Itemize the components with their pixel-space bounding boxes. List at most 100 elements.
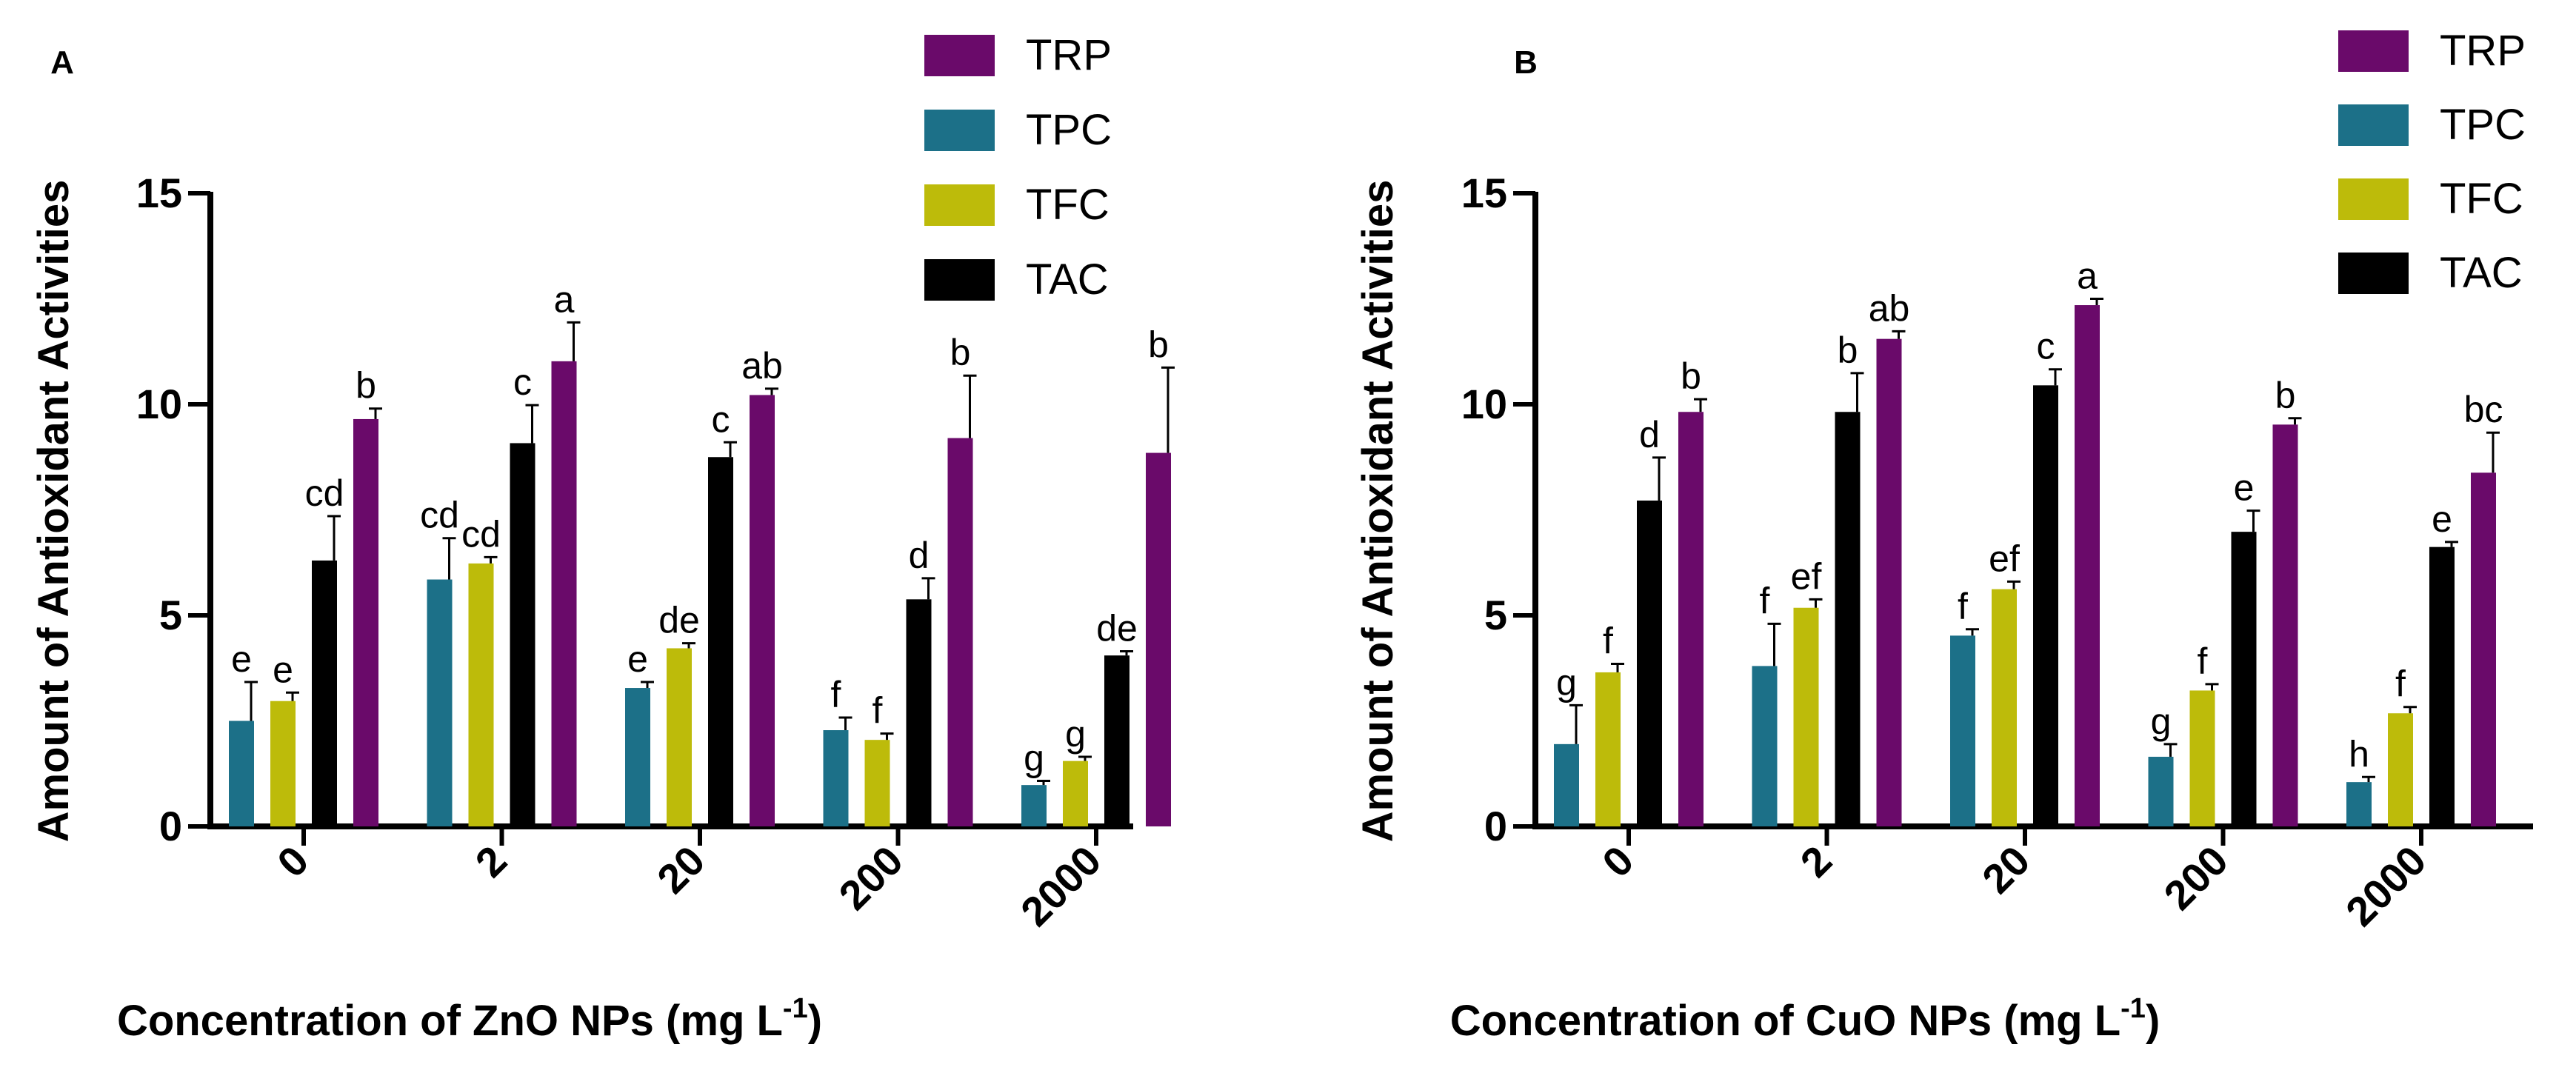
bar-tfc [1793, 607, 1819, 826]
bar-trp [551, 361, 577, 826]
bar-tfc [1992, 589, 2017, 826]
significance-letter: d [909, 535, 930, 576]
bar-tpc [2148, 756, 2174, 826]
significance-letter: e [2234, 467, 2255, 509]
significance-letter: f [2198, 641, 2208, 682]
bar-tfc [864, 740, 890, 826]
y-tick-label: 0 [1484, 803, 1507, 849]
significance-letter: d [1639, 414, 1660, 455]
significance-letter: e [231, 638, 252, 680]
x-tick-label: 2 [1791, 837, 1841, 886]
panel-a: A Amount of Antioxidant Activities Conce… [30, 31, 1175, 1045]
legend-label-tpc: TPC [1026, 106, 1112, 154]
significance-letter: e [2432, 498, 2452, 540]
y-tick-label: 5 [1484, 592, 1507, 638]
bar-trp [1876, 338, 1902, 826]
panel-b-label: B [1514, 44, 1538, 81]
significance-letter: cd [461, 513, 501, 555]
significance-letter: de [1096, 607, 1138, 649]
legend-swatch-tac [2338, 253, 2409, 294]
significance-letter: b [1148, 324, 1169, 365]
significance-letter: cd [420, 495, 459, 536]
bar-tpc [1021, 785, 1047, 826]
significance-letter: ef [1791, 555, 1822, 597]
panel-a-legend: TRP TPC TFC TAC [924, 31, 1112, 304]
y-tick-label: 15 [136, 170, 182, 216]
significance-letter: c [513, 361, 532, 403]
legend-swatch-trp [2338, 30, 2409, 72]
bar-tac [906, 599, 932, 826]
bar-tfc [2189, 690, 2215, 826]
bar-tpc [823, 730, 849, 826]
panel-b-x-axis-title: Concentration of CuO NPs (mg L-1) [1450, 993, 2160, 1045]
x-tick-label: 2 [466, 837, 515, 886]
significance-letter: cd [305, 472, 344, 514]
y-tick-label: 10 [136, 381, 182, 427]
panel-a-y-axis-title: Amount of Antioxidant Activities [30, 180, 78, 843]
bar-tac [510, 443, 535, 826]
significance-letter: e [273, 649, 293, 690]
significance-letter: f [872, 690, 883, 732]
bar-tfc [1595, 672, 1621, 826]
significance-letter: c [2037, 326, 2055, 367]
legend-label-tfc: TFC [2440, 175, 2523, 223]
bar-tpc [427, 579, 453, 826]
significance-letter: e [627, 638, 648, 680]
bar-trp [947, 438, 973, 826]
y-tick-label: 15 [1461, 170, 1507, 216]
bar-trp [1146, 452, 1171, 826]
panel-b-legend: TRP TPC TFC TAC [2338, 27, 2526, 297]
legend-label-trp: TRP [1026, 31, 1112, 79]
legend-swatch-trp [924, 35, 995, 76]
significance-letter: f [1760, 580, 1770, 621]
significance-letter: ab [1869, 287, 1910, 329]
legend-swatch-tpc [2338, 104, 2409, 146]
bar-tac [2429, 546, 2455, 826]
bar-tac [2231, 532, 2257, 826]
significance-letter: b [356, 365, 376, 407]
bar-tac [1104, 655, 1129, 826]
bar-tpc [1752, 666, 1778, 826]
x-tick-label: 2000 [2337, 837, 2435, 935]
bar-trp [353, 418, 378, 826]
x-tick-label: 200 [830, 837, 912, 919]
legend-swatch-tpc [924, 110, 995, 151]
significance-letter: bc [2464, 389, 2503, 430]
bar-tac [1835, 412, 1861, 826]
bar-tfc [2388, 713, 2413, 826]
significance-letter: f [831, 674, 841, 715]
bar-trp [2075, 305, 2100, 826]
significance-letter: ab [741, 345, 783, 387]
significance-letter: b [1681, 355, 1701, 397]
significance-letter: a [554, 278, 575, 320]
significance-letter: b [1838, 330, 1858, 371]
significance-letter: de [658, 600, 700, 641]
panel-a-label: A [50, 44, 74, 81]
bar-tac [708, 457, 733, 826]
legend-swatch-tac [924, 259, 995, 301]
bar-tac [2033, 385, 2058, 826]
bar-tfc [1063, 761, 1088, 826]
x-tick-label: 2000 [1012, 837, 1110, 935]
significance-letter: g [1065, 713, 1086, 755]
significance-letter: b [2275, 375, 2296, 416]
bar-tac [1637, 500, 1662, 826]
bar-trp [750, 395, 775, 826]
significance-letter: g [1556, 661, 1577, 703]
significance-letter: ef [1989, 538, 2020, 579]
legend-label-tfc: TFC [1026, 181, 1110, 229]
legend-label-tac: TAC [2440, 249, 2523, 297]
y-tick-label: 10 [1461, 381, 1507, 427]
bar-tpc [1950, 635, 1975, 826]
significance-letter: h [2349, 733, 2369, 775]
x-tick-label: 20 [1973, 837, 2039, 903]
x-tick-label: 20 [648, 837, 714, 903]
bar-trp [2471, 472, 2496, 826]
bar-tpc [229, 721, 254, 826]
panel-b: B Amount of Antioxidant Activities Conce… [1354, 27, 2533, 1045]
bar-tfc [468, 563, 494, 826]
legend-swatch-tfc [924, 184, 995, 226]
